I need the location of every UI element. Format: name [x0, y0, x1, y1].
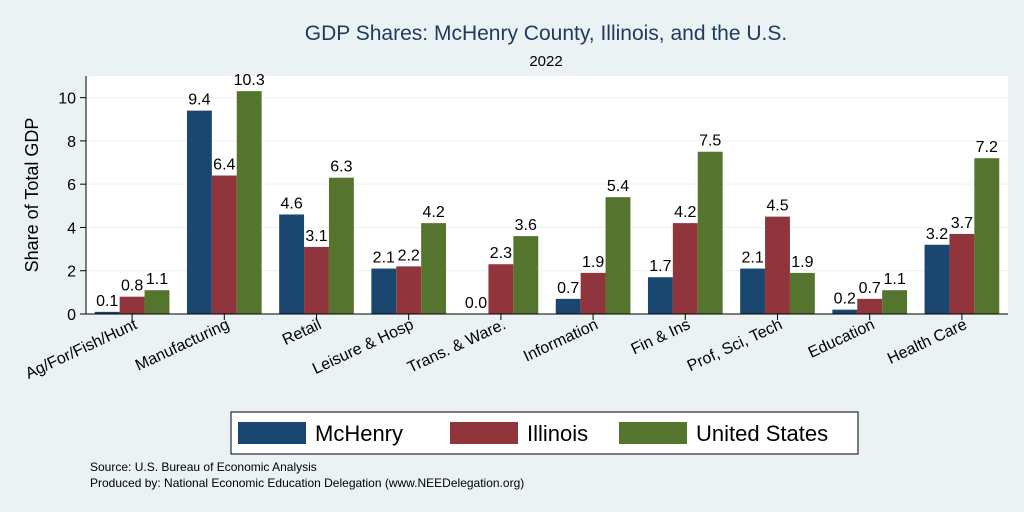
- data-label: 3.6: [515, 217, 537, 234]
- bar: [144, 290, 170, 314]
- data-label: 3.7: [951, 215, 973, 232]
- bar: [396, 266, 422, 314]
- data-label: 0.8: [121, 278, 143, 295]
- legend-label: Illinois: [527, 421, 588, 446]
- bars: [94, 91, 1000, 315]
- chart-subtitle: 2022: [529, 53, 562, 70]
- data-label: 6.4: [213, 157, 235, 174]
- data-label: 3.2: [926, 226, 948, 243]
- y-tick-label: 4: [67, 220, 76, 237]
- y-tick-label: 0: [67, 307, 76, 324]
- bar: [765, 216, 790, 314]
- legend-swatch: [619, 422, 687, 444]
- bar: [740, 268, 766, 314]
- bar: [672, 223, 698, 314]
- bar: [94, 311, 120, 314]
- data-label: 1.9: [791, 254, 813, 271]
- data-label: 3.1: [305, 228, 327, 245]
- data-label: 1.9: [582, 254, 604, 271]
- data-label: 4.2: [422, 204, 444, 221]
- data-label: 0.7: [859, 280, 881, 297]
- data-label: 10.3: [234, 72, 265, 89]
- bar: [421, 223, 447, 314]
- bar: [789, 272, 815, 314]
- y-tick-label: 6: [67, 177, 76, 194]
- data-label: 1.1: [146, 271, 168, 288]
- legend: McHenry Illinois United States: [230, 411, 859, 455]
- bar: [328, 177, 354, 314]
- data-label: 5.4: [607, 178, 629, 195]
- bar: [279, 214, 305, 314]
- bar: [555, 298, 581, 314]
- y-tick-label: 8: [67, 134, 76, 151]
- data-labels: 0.10.8 1.19.46.410.34.63.16.32.1 2.24.20.0…: [96, 72, 998, 312]
- data-label: 7.5: [699, 133, 721, 150]
- data-label: 2.1: [741, 250, 763, 267]
- bar: [371, 268, 397, 314]
- data-label: 4.5: [766, 198, 788, 215]
- legend-swatch: [238, 422, 306, 444]
- data-label: 2.1: [373, 250, 395, 267]
- data-label: 9.4: [188, 92, 210, 109]
- bar: [513, 236, 539, 314]
- data-label: 4.2: [674, 204, 696, 221]
- data-label: 1.7: [649, 258, 671, 275]
- data-label: 0.1: [96, 293, 118, 310]
- bar: [882, 290, 908, 314]
- bar: [949, 233, 975, 314]
- y-tick-label: 2: [67, 264, 76, 281]
- data-label: 0.2: [834, 291, 856, 308]
- bar: [974, 158, 1000, 314]
- bar: [580, 272, 606, 314]
- y-tick-label: 10: [58, 91, 76, 108]
- bar: [924, 244, 950, 314]
- bar: [236, 91, 262, 315]
- bar: [304, 246, 329, 314]
- source-note: Source: U.S. Bureau of Economic Analysis: [90, 460, 317, 474]
- bar: [857, 298, 883, 314]
- data-label: 0.7: [557, 280, 579, 297]
- bar: [488, 264, 514, 314]
- legend-label: McHenry: [315, 421, 403, 446]
- bar: [186, 110, 212, 314]
- bar: [119, 296, 145, 314]
- produced-by-note: Produced by: National Economic Education…: [90, 476, 524, 490]
- legend-label: United States: [696, 421, 828, 446]
- bar: [605, 197, 631, 314]
- legend-box: [230, 411, 859, 455]
- data-label: 1.1: [883, 271, 905, 288]
- data-label: 2.2: [398, 247, 420, 264]
- chart-title: GDP Shares: McHenry County, Illinois, an…: [305, 22, 787, 45]
- data-label: 6.3: [330, 159, 352, 176]
- bar: [697, 151, 723, 314]
- bar: [211, 175, 237, 314]
- data-label: 7.2: [976, 139, 998, 156]
- bar: [647, 277, 673, 314]
- legend-swatch: [450, 422, 518, 444]
- bar: [832, 309, 858, 314]
- data-label: 2.3: [490, 245, 512, 262]
- data-label: 0.0: [465, 295, 487, 312]
- y-axis-label: Share of Total GDP: [22, 118, 42, 273]
- data-label: 4.6: [280, 195, 302, 212]
